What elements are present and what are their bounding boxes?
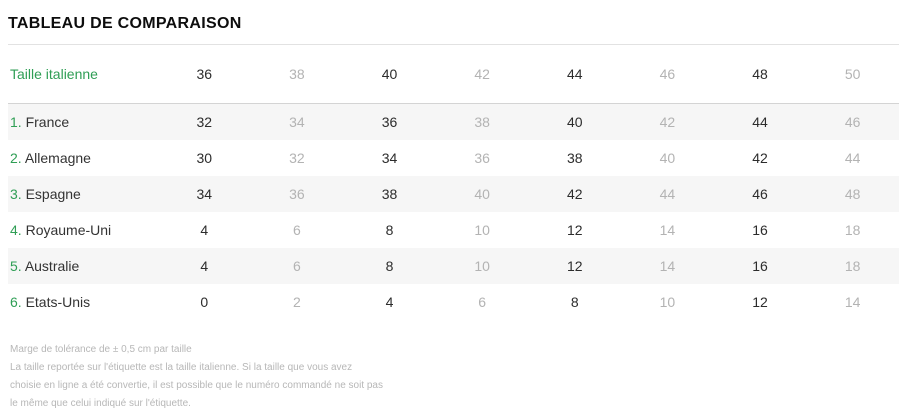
value-cell: 0 bbox=[200, 294, 209, 310]
value-cell: 32 bbox=[196, 114, 213, 130]
header-size-cell: 36 bbox=[196, 66, 213, 82]
value-cell: 42 bbox=[659, 114, 676, 130]
value-cell: 16 bbox=[752, 222, 768, 238]
value-cell: 36 bbox=[474, 150, 490, 166]
value-cell: 38 bbox=[474, 114, 490, 130]
header-size-cell: 44 bbox=[567, 66, 583, 82]
value-cell: 46 bbox=[752, 186, 768, 202]
table-header-row: Taille italienne 36 38 40 42 44 46 48 50 bbox=[8, 45, 899, 104]
value-cell: 32 bbox=[289, 150, 305, 166]
value-cell: 8 bbox=[570, 294, 579, 310]
value-cell: 40 bbox=[567, 114, 583, 130]
value-cell: 30 bbox=[196, 150, 213, 166]
row-index: 3. bbox=[10, 186, 22, 202]
row-name: Royaume-Uni bbox=[25, 222, 112, 238]
header-size-cell: 48 bbox=[752, 66, 768, 82]
header-size-cell: 38 bbox=[289, 66, 305, 82]
table-row-allemagne: 2. Allemagne 30 32 34 36 38 40 42 44 bbox=[8, 140, 899, 176]
value-cell: 44 bbox=[844, 150, 861, 166]
value-cell: 4 bbox=[200, 258, 209, 274]
row-name: Etats-Unis bbox=[25, 294, 91, 310]
value-cell: 36 bbox=[289, 186, 305, 202]
row-label: 3. Espagne bbox=[8, 186, 158, 202]
table-row-france: 1. France 32 34 36 38 40 42 44 46 bbox=[8, 104, 899, 140]
value-cell: 12 bbox=[567, 258, 583, 274]
row-name: Allemagne bbox=[24, 150, 91, 166]
value-cell: 44 bbox=[659, 186, 676, 202]
footer-line: Marge de tolérance de ± 0,5 cm par taill… bbox=[10, 344, 192, 355]
value-cell: 18 bbox=[844, 222, 861, 238]
value-cell: 42 bbox=[752, 150, 768, 166]
value-cell: 14 bbox=[844, 294, 861, 310]
value-cell: 36 bbox=[381, 114, 398, 130]
row-index: 4. bbox=[10, 222, 22, 238]
value-cell: 12 bbox=[752, 294, 768, 310]
value-cell: 14 bbox=[659, 258, 676, 274]
row-name: Espagne bbox=[25, 186, 81, 202]
header-size-cell: 50 bbox=[844, 66, 861, 82]
row-name: France bbox=[25, 114, 70, 130]
value-cell: 44 bbox=[752, 114, 768, 130]
title-divider bbox=[8, 44, 899, 45]
value-cell: 34 bbox=[196, 186, 213, 202]
row-index: 2. bbox=[10, 150, 22, 166]
value-cell: 40 bbox=[659, 150, 676, 166]
value-cell: 38 bbox=[381, 186, 398, 202]
value-cell: 8 bbox=[385, 222, 394, 238]
value-cell: 6 bbox=[293, 222, 301, 238]
value-cell: 18 bbox=[844, 258, 861, 274]
value-cell: 6 bbox=[293, 258, 301, 274]
value-cell: 14 bbox=[659, 222, 676, 238]
footer-line: le même que celui indiqué sur l'étiquett… bbox=[10, 398, 191, 409]
row-name: Australie bbox=[24, 258, 80, 274]
header-size-cell: 40 bbox=[381, 66, 398, 82]
row-label: 1. France bbox=[8, 114, 158, 130]
value-cell: 2 bbox=[293, 294, 301, 310]
value-cell: 16 bbox=[752, 258, 768, 274]
page-title: TABLEAU DE COMPARAISON bbox=[8, 15, 242, 32]
row-label: 6. Etats-Unis bbox=[8, 294, 158, 310]
value-cell: 4 bbox=[200, 222, 209, 238]
footer-line: choisie en ligne a été convertie, il est… bbox=[10, 380, 383, 391]
header-size-cell: 46 bbox=[659, 66, 676, 82]
value-cell: 10 bbox=[474, 258, 490, 274]
footer-note: Marge de tolérance de ± 0,5 cm par taill… bbox=[8, 341, 899, 413]
row-index: 5. bbox=[10, 258, 22, 274]
value-cell: 34 bbox=[381, 150, 398, 166]
row-label: 2. Allemagne bbox=[8, 150, 158, 166]
value-cell: 8 bbox=[385, 258, 394, 274]
value-cell: 46 bbox=[844, 114, 861, 130]
row-label: 5. Australie bbox=[8, 258, 158, 274]
value-cell: 10 bbox=[659, 294, 676, 310]
row-index: 6. bbox=[10, 294, 22, 310]
value-cell: 10 bbox=[474, 222, 490, 238]
table-row-etats-unis: 6. Etats-Unis 0 2 4 6 8 10 12 14 bbox=[8, 284, 899, 320]
value-cell: 42 bbox=[567, 186, 583, 202]
value-cell: 40 bbox=[474, 186, 490, 202]
value-cell: 48 bbox=[844, 186, 861, 202]
row-label: 4. Royaume-Uni bbox=[8, 222, 158, 238]
table-row-espagne: 3. Espagne 34 36 38 40 42 44 46 48 bbox=[8, 176, 899, 212]
value-cell: 12 bbox=[567, 222, 583, 238]
table-row-royaume-uni: 4. Royaume-Uni 4 6 8 10 12 14 16 18 bbox=[8, 212, 899, 248]
value-cell: 34 bbox=[289, 114, 305, 130]
size-comparison-table: Taille italienne 36 38 40 42 44 46 48 50… bbox=[8, 45, 899, 320]
table-row-australie: 5. Australie 4 6 8 10 12 14 16 18 bbox=[8, 248, 899, 284]
header-label: Taille italienne bbox=[10, 66, 98, 82]
row-index: 1. bbox=[10, 114, 22, 130]
value-cell: 38 bbox=[567, 150, 583, 166]
header-size-cell: 42 bbox=[474, 66, 490, 82]
value-cell: 4 bbox=[385, 294, 394, 310]
footer-line: La taille reportée sur l'étiquette est l… bbox=[10, 362, 353, 373]
value-cell: 6 bbox=[478, 294, 487, 310]
